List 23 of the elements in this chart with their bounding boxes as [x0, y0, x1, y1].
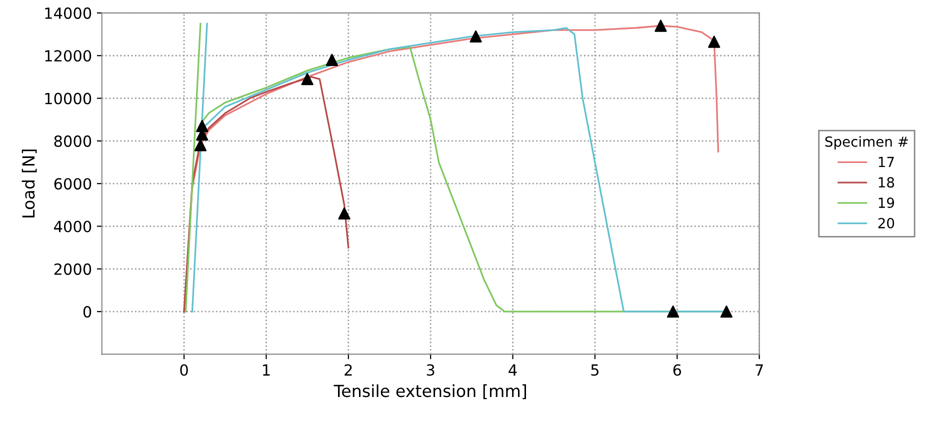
- x-tick-label: 0: [180, 364, 188, 376]
- legend-label: 20: [878, 218, 894, 228]
- x-tick-label: 3: [426, 364, 434, 376]
- y-tick-label: 14000: [45, 7, 92, 19]
- legend-label: 18: [878, 177, 894, 188]
- legend-title: Specimen #: [825, 136, 908, 150]
- x-tick-label: 1: [263, 364, 270, 376]
- x-tick-label: 4: [508, 364, 517, 376]
- y-tick-label: 8000: [54, 135, 92, 147]
- y-axis-title: Load [N]: [22, 150, 37, 218]
- x-tick-label: 7: [756, 364, 763, 376]
- legend-label: 19: [878, 198, 894, 208]
- y-tick-label: 0: [83, 306, 92, 318]
- y-tick-label: 12000: [45, 50, 92, 62]
- y-tick-label: 10000: [45, 92, 92, 104]
- y-tick-label: 2000: [54, 263, 92, 275]
- x-tick-label: 6: [673, 364, 682, 376]
- x-tick-label: 5: [591, 364, 598, 376]
- x-axis-title: Tensile extension [mm]: [334, 384, 526, 400]
- legend-label: 17: [878, 156, 894, 168]
- y-tick-label: 4000: [54, 220, 92, 232]
- x-tick-label: 2: [344, 364, 352, 376]
- y-tick-label: 6000: [54, 178, 92, 190]
